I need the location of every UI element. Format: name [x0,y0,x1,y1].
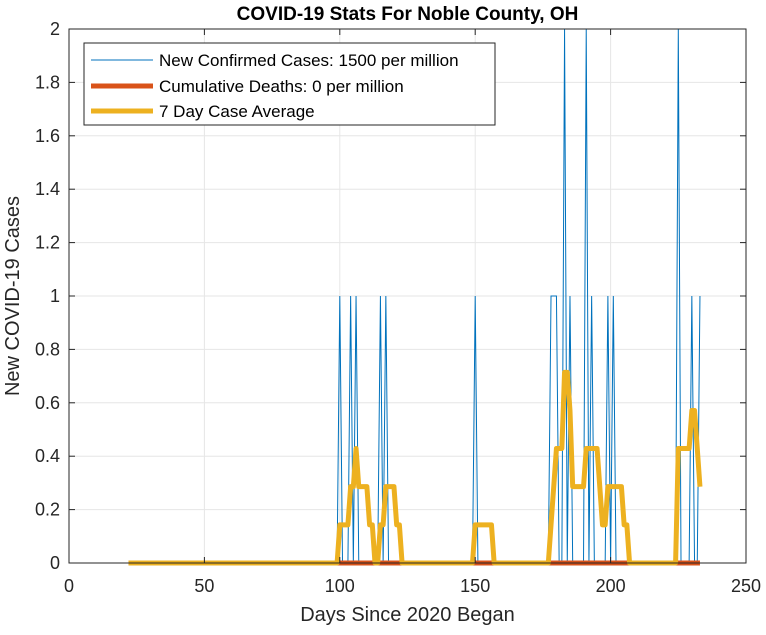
x-tick-label: 150 [460,576,490,596]
legend-label: New Confirmed Cases: 1500 per million [159,51,459,70]
x-tick-label: 250 [731,576,761,596]
legend-label: 7 Day Case Average [159,102,315,121]
y-tick-label: 0.2 [35,500,60,520]
y-tick-label: 0.8 [35,339,60,359]
legend-items: New Confirmed Cases: 1500 per million Cum… [91,51,459,121]
legend: New Confirmed Cases: 1500 per million Cum… [83,42,496,126]
y-tick-label: 1 [50,286,60,306]
x-tick-label: 50 [194,576,214,596]
y-tick-label: 0.4 [35,446,60,466]
y-tick-label: 1.8 [35,72,60,92]
y-tick-label: 1.4 [35,179,60,199]
chart-title: COVID-19 Stats For Noble County, OH [237,4,579,25]
y-tick-label: 1.6 [35,126,60,146]
x-axis-label: Days Since 2020 Began [300,604,515,626]
y-tick-label: 1.2 [35,233,60,253]
x-tick-label: 0 [64,576,74,596]
y-tick-label: 0.6 [35,393,60,413]
y-axis-label: New COVID-19 Cases [2,196,24,396]
series-7day-avg-line [128,369,703,566]
legend-label: Cumulative Deaths: 0 per million [159,77,404,96]
y-tick-label: 2 [50,19,60,39]
x-tick-label: 200 [596,576,626,596]
y-tick-label: 0 [50,553,60,573]
x-tick-label: 100 [325,576,355,596]
tick-layer: 0 50 100 150 200 250 0 0.2 0.4 0.6 0.8 1 1.2 1.4 1.6 1.… [35,19,761,596]
